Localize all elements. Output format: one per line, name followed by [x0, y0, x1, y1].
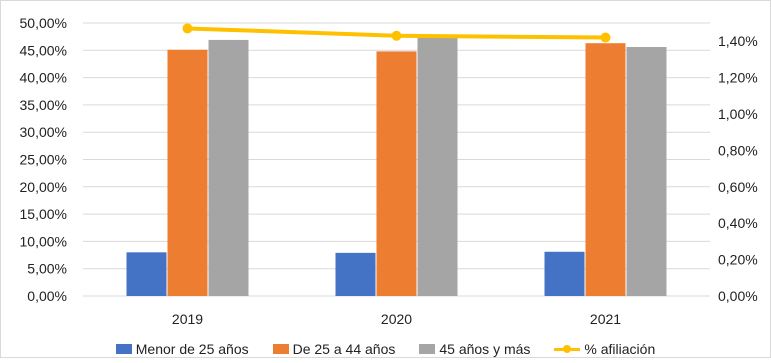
y-right-tick-label: 0,00%	[718, 288, 758, 304]
legend-label: Menor de 25 años	[135, 341, 249, 357]
y-right-tick-label: 0,60%	[718, 179, 758, 195]
line-point	[182, 23, 193, 34]
y-left-tick-label: 50,00%	[20, 15, 67, 31]
affiliation-line	[182, 23, 611, 43]
bar	[126, 252, 167, 296]
line-point	[391, 30, 402, 41]
bar	[585, 43, 626, 297]
x-tick-label: 2019	[172, 311, 203, 327]
legend-swatch	[272, 344, 289, 354]
bar	[417, 37, 458, 296]
bar	[335, 252, 376, 296]
legend-item-afiliacion: % afiliación	[554, 341, 655, 357]
y-left-tick-label: 35,00%	[20, 97, 67, 113]
bar	[544, 251, 585, 296]
legend: Menor de 25 años De 25 a 44 años 45 años…	[0, 340, 771, 358]
y-left-tick-label: 45,00%	[20, 42, 67, 58]
y-left-tick-label: 40,00%	[20, 70, 67, 86]
x-tick-label: 2020	[381, 311, 412, 327]
y-right-tick-label: 0,80%	[718, 142, 758, 158]
y-left-tick-label: 0,00%	[27, 288, 67, 304]
y-right-tick-label: 1,00%	[718, 106, 758, 122]
bars	[126, 37, 667, 297]
y-left-tick-label: 20,00%	[20, 179, 67, 195]
axes: 0,00% 5,00% 10,00% 15,00% 20,00% 25,00% 30,00%…	[20, 15, 758, 327]
y-left-tick-label: 10,00%	[20, 233, 67, 249]
bar	[167, 49, 208, 297]
legend-item-menor-25: Menor de 25 años	[115, 341, 249, 357]
y-right-tick-label: 1,20%	[718, 70, 758, 86]
line-point	[600, 32, 611, 43]
y-left-tick-label: 15,00%	[20, 206, 67, 222]
y-left-tick-label: 5,00%	[27, 261, 67, 277]
bar	[626, 47, 667, 296]
legend-item-45-mas: 45 años y más	[419, 341, 530, 357]
x-tick-label: 2021	[590, 311, 621, 327]
y-right-tick-label: 0,40%	[718, 215, 758, 231]
legend-label: 45 años y más	[439, 341, 531, 357]
legend-label: % afiliación	[584, 341, 656, 357]
y-right-tick-label: 0,20%	[718, 252, 758, 268]
legend-swatch	[115, 344, 132, 354]
y-left-tick-label: 30,00%	[20, 124, 67, 140]
bar	[376, 51, 417, 296]
legend-item-25-44: De 25 a 44 años	[272, 341, 396, 357]
legend-line-swatch	[554, 344, 581, 354]
y-left-tick-label: 25,00%	[20, 152, 67, 168]
legend-swatch	[419, 344, 436, 354]
bar	[208, 39, 249, 297]
y-right-tick-label: 1,40%	[718, 33, 758, 49]
legend-label: De 25 a 44 años	[292, 341, 396, 357]
